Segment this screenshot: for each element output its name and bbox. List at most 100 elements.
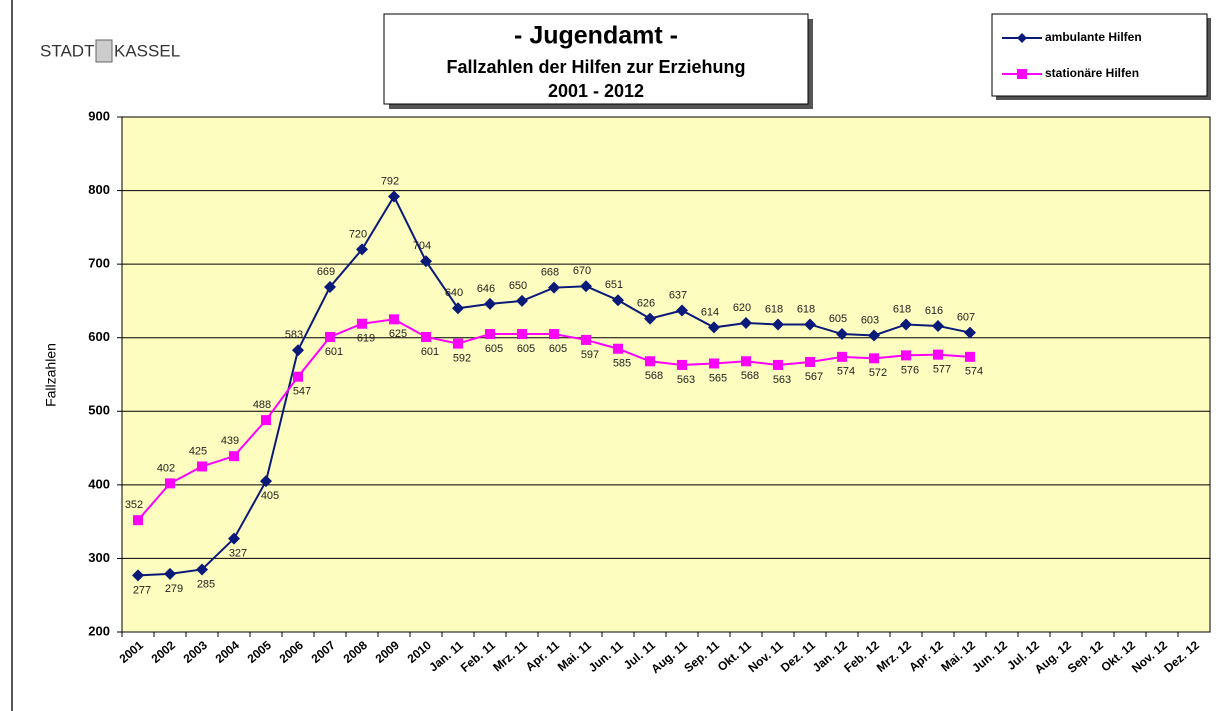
x-tick-label: Apr. 12 (906, 638, 946, 675)
point (581, 334, 591, 345)
data-label: 646 (477, 283, 495, 295)
point (837, 351, 847, 362)
point (516, 294, 528, 307)
y-tick-label: 800 (88, 182, 110, 197)
point (132, 569, 144, 582)
x-tick-label: Aug. 11 (648, 638, 690, 676)
data-label: 616 (925, 305, 943, 317)
data-label: 618 (893, 303, 911, 315)
point (453, 338, 463, 349)
y-tick-label: 900 (88, 108, 110, 123)
x-tick-label: Sep. 12 (1065, 638, 1106, 676)
data-label: 669 (317, 266, 335, 278)
data-label: 605 (549, 343, 567, 355)
point (293, 371, 303, 382)
data-label: 668 (541, 267, 559, 279)
logo-text: KASSEL (114, 41, 180, 60)
x-tick-label: 2009 (373, 638, 403, 666)
data-label: 565 (709, 372, 727, 384)
point (196, 563, 208, 576)
x-tick-label: 2008 (341, 638, 371, 666)
data-label: 567 (805, 371, 823, 383)
title-box (383, 13, 809, 105)
data-label: 618 (765, 303, 783, 315)
point (932, 319, 944, 332)
data-label: 574 (965, 366, 983, 378)
plot-area (121, 116, 1211, 633)
point (645, 356, 655, 367)
data-label: 574 (837, 366, 855, 378)
x-tick-label: Apr. 11 (523, 638, 562, 674)
point (261, 415, 271, 426)
data-label: 547 (293, 386, 311, 398)
point (420, 255, 432, 268)
data-label: 619 (357, 333, 375, 345)
data-label: 563 (773, 374, 791, 386)
data-label: 285 (197, 578, 215, 590)
data-label: 607 (957, 311, 975, 323)
data-label: 352 (125, 499, 143, 511)
point (421, 331, 431, 342)
data-label: 576 (901, 364, 919, 376)
point (964, 326, 976, 339)
legend-label: stationäre Hilfen (1045, 66, 1139, 80)
data-label: 637 (669, 289, 687, 301)
point (965, 351, 975, 362)
point (485, 329, 495, 340)
point (708, 321, 720, 334)
point (292, 344, 304, 357)
point (740, 317, 752, 329)
point (612, 294, 624, 307)
x-tick-label: Jun. 12 (969, 638, 1010, 676)
x-tick-label: 2005 (245, 638, 275, 666)
point (741, 356, 751, 367)
data-label: 601 (325, 346, 343, 358)
data-label: 585 (613, 358, 631, 370)
y-axis-label: Fallzahlen (43, 343, 59, 407)
data-label: 577 (933, 364, 951, 376)
point (549, 329, 559, 340)
data-label: 625 (389, 328, 407, 340)
point (325, 331, 335, 342)
x-tick-label: Jan. 11 (426, 638, 466, 675)
data-label: 279 (165, 583, 183, 595)
point (933, 349, 943, 360)
data-label: 603 (861, 314, 879, 326)
x-tick-label: Feb. 12 (841, 638, 882, 676)
data-label: 618 (797, 303, 815, 315)
data-label: 488 (253, 399, 271, 411)
y-tick-label: 500 (88, 403, 110, 418)
data-label: 327 (229, 547, 247, 559)
point (324, 280, 336, 293)
point (901, 350, 911, 361)
data-label: 597 (581, 349, 599, 361)
point (517, 329, 527, 340)
x-tick-label: Aug. 12 (1032, 638, 1074, 677)
x-tick-label: Nov. 11 (745, 638, 786, 675)
point (772, 318, 784, 331)
logo-crest (95, 39, 113, 63)
point (836, 328, 848, 341)
point (773, 359, 783, 370)
data-label: 605 (829, 313, 847, 325)
data-label: 605 (517, 343, 535, 355)
chart-subtitle: 2001 - 2012 (548, 81, 644, 101)
x-tick-label: 2001 (117, 638, 147, 666)
data-label: 277 (133, 584, 151, 596)
logo-text: STADT (40, 41, 94, 60)
point (165, 478, 175, 489)
x-tick-label: 2003 (181, 638, 211, 666)
y-tick-label: 700 (88, 256, 110, 271)
legend-box (991, 13, 1208, 97)
x-tick-label: 2007 (309, 638, 339, 666)
x-tick-label: Nov. 12 (1129, 638, 1170, 676)
point (197, 461, 207, 472)
point (357, 318, 367, 329)
x-tick-label: 2006 (277, 638, 307, 666)
point (133, 515, 143, 526)
data-label: 704 (413, 240, 431, 252)
x-tick-label: Feb. 11 (458, 638, 498, 675)
y-tick-label: 200 (88, 623, 110, 638)
